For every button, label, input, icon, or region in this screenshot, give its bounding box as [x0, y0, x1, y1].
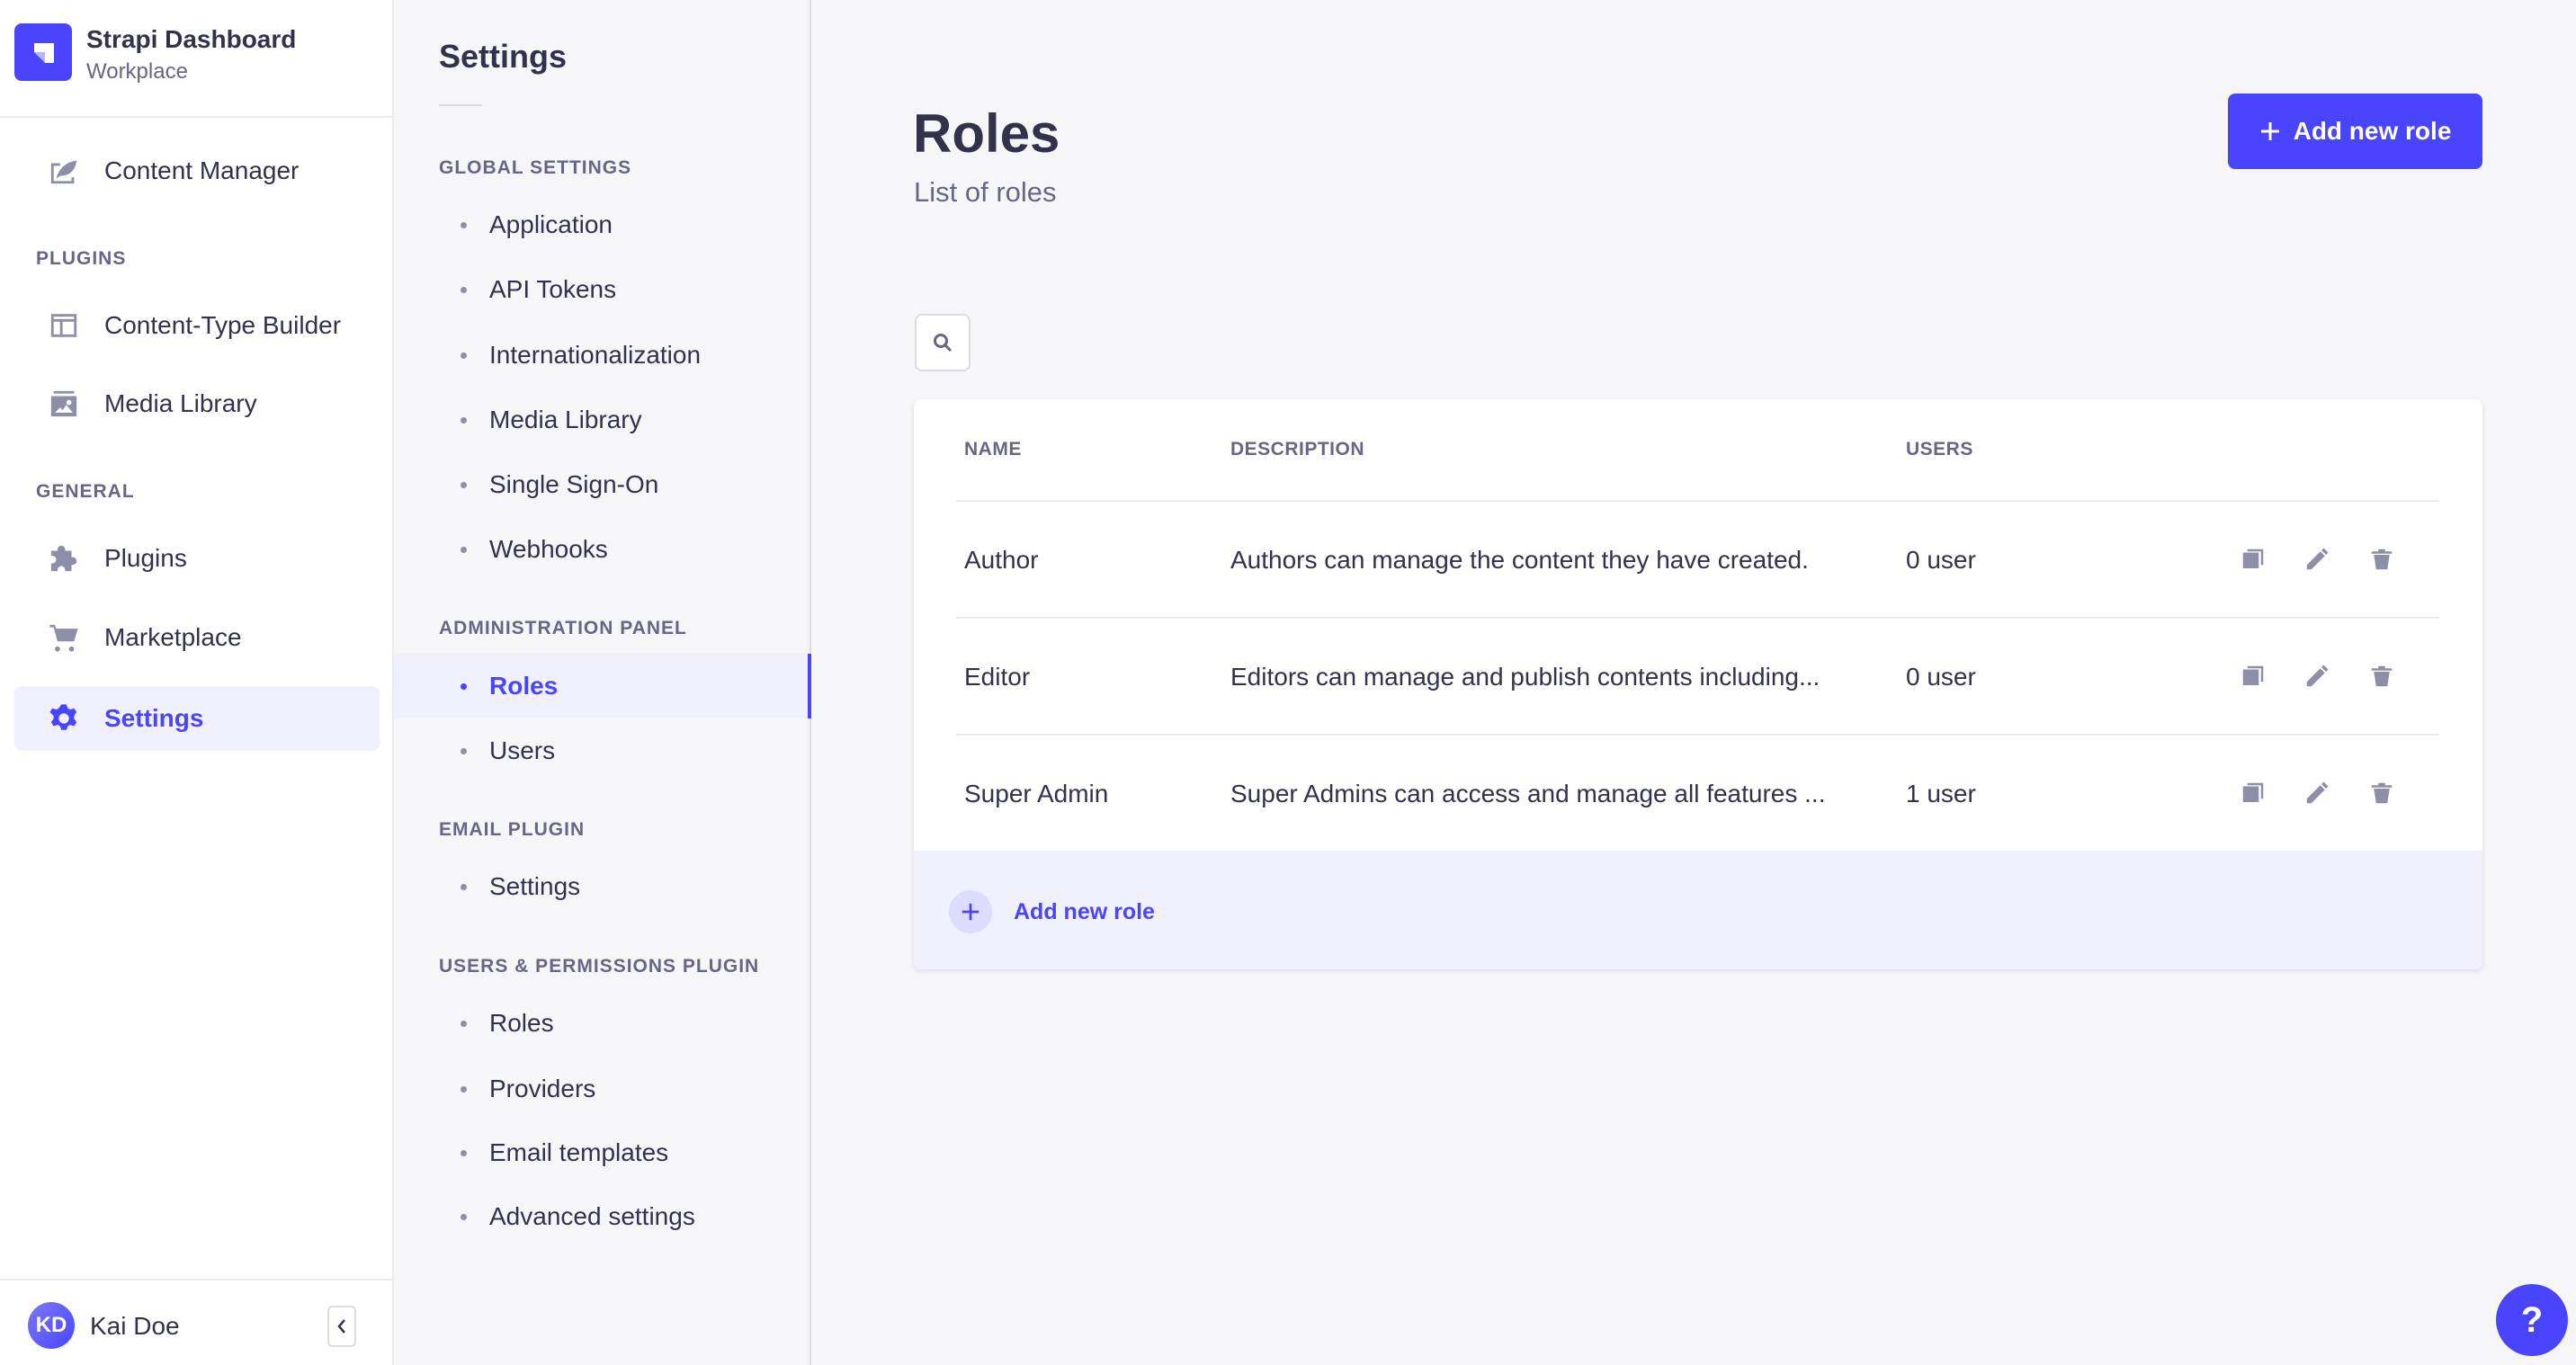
settings-item-application[interactable]: Application: [394, 192, 811, 257]
nav-marketplace[interactable]: Marketplace: [14, 605, 380, 670]
settings-sidebar: Settings GLOBAL SETTINGS Application API…: [394, 0, 811, 1365]
page-subtitle: List of roles: [914, 176, 1057, 208]
divider: [956, 617, 2439, 619]
column-header-description[interactable]: DESCRIPTION: [1230, 439, 1365, 459]
collapse-nav-button[interactable]: [327, 1306, 356, 1347]
role-name: Editor: [964, 663, 1031, 691]
plus-icon: [2260, 122, 2279, 140]
divider: [439, 104, 482, 106]
add-new-role-button[interactable]: Add new role: [2228, 94, 2482, 169]
settings-item-users[interactable]: Users: [394, 718, 811, 783]
settings-item-api-tokens[interactable]: API Tokens: [394, 257, 811, 322]
edit-icon[interactable]: [2303, 663, 2330, 690]
plus-circle-icon: [949, 890, 992, 933]
nav-plugins[interactable]: Plugins: [14, 526, 380, 591]
avatar[interactable]: KD: [28, 1302, 75, 1349]
puzzle-icon: [50, 545, 77, 572]
chevron-left-icon: [337, 1319, 345, 1334]
settings-item-email-settings[interactable]: Settings: [394, 854, 811, 919]
settings-item-webhooks[interactable]: Webhooks: [394, 517, 811, 582]
settings-item-admin-roles[interactable]: Roles: [394, 654, 811, 718]
trash-icon[interactable]: [2368, 546, 2395, 573]
nav-label: Content-Type Builder: [104, 311, 342, 339]
column-header-users[interactable]: USERS: [1906, 439, 1973, 459]
cart-icon: [49, 624, 78, 652]
button-label: Add new role: [2293, 117, 2452, 145]
nav-settings[interactable]: Settings: [14, 686, 380, 751]
layout-icon: [50, 314, 77, 337]
table-row[interactable]: Editor Editors can manage and publish co…: [914, 619, 2482, 736]
nav-label: Media Library: [104, 389, 257, 417]
settings-item-up-roles[interactable]: Roles: [394, 991, 811, 1056]
trash-icon[interactable]: [2368, 780, 2395, 807]
divider: [956, 500, 2439, 502]
role-description: Authors can manage the content they have…: [1230, 546, 1809, 574]
settings-title: Settings: [439, 38, 568, 75]
roles-table: [914, 399, 2482, 969]
table-row[interactable]: Author Authors can manage the content th…: [914, 502, 2482, 619]
role-name: Author: [964, 546, 1039, 574]
nav-label: Settings: [104, 704, 204, 732]
section-admin-panel: ADMINISTRATION PANEL: [439, 618, 687, 638]
duplicate-icon[interactable]: [2240, 780, 2267, 807]
nav-label: Plugins: [104, 544, 187, 572]
divider: [0, 116, 394, 118]
role-users: 1 user: [1906, 780, 1976, 807]
nav-label: Content Manager: [104, 156, 300, 184]
user-name[interactable]: Kai Doe: [90, 1312, 180, 1340]
table-footer: [914, 851, 2482, 969]
column-header-name[interactable]: NAME: [964, 439, 1022, 459]
settings-item-providers[interactable]: Providers: [394, 1057, 811, 1121]
footer-add-role-button[interactable]: Add new role: [949, 890, 1155, 933]
table-row[interactable]: Super Admin Super Admins can access and …: [914, 736, 2482, 852]
section-global-settings: GLOBAL SETTINGS: [439, 157, 632, 178]
settings-item-email-templates[interactable]: Email templates: [394, 1120, 811, 1185]
role-description: Super Admins can access and manage all f…: [1230, 780, 1826, 807]
search-button[interactable]: [915, 314, 970, 371]
main-nav: Strapi Dashboard Workplace Content Manag…: [0, 0, 394, 1365]
role-name: Super Admin: [964, 780, 1109, 807]
section-users-permissions: USERS & PERMISSIONS PLUGIN: [439, 956, 760, 977]
button-label: Add new role: [1014, 898, 1155, 924]
duplicate-icon[interactable]: [2240, 663, 2267, 690]
workspace-name: Workplace: [86, 59, 188, 84]
divider: [956, 734, 2439, 736]
search-icon: [934, 334, 953, 352]
section-general: GENERAL: [36, 481, 135, 502]
nav-content-manager[interactable]: Content Manager: [14, 138, 380, 203]
app-title: Strapi Dashboard: [86, 25, 297, 53]
section-plugins: PLUGINS: [36, 248, 127, 269]
nav-label: Marketplace: [104, 623, 242, 651]
settings-item-media-library[interactable]: Media Library: [394, 388, 811, 452]
settings-item-internationalization[interactable]: Internationalization: [394, 323, 811, 388]
trash-icon[interactable]: [2368, 663, 2395, 690]
page-title: Roles: [913, 103, 1060, 164]
divider: [0, 1279, 394, 1280]
strapi-logo: [14, 23, 72, 81]
image-icon: [50, 390, 77, 417]
settings-item-advanced-settings[interactable]: Advanced settings: [394, 1184, 811, 1249]
role-users: 0 user: [1906, 663, 1976, 691]
nav-media-library[interactable]: Media Library: [14, 371, 380, 436]
settings-item-sso[interactable]: Single Sign-On: [394, 452, 811, 517]
gear-icon: [49, 704, 77, 730]
edit-icon[interactable]: [2303, 546, 2330, 573]
section-email-plugin: EMAIL PLUGIN: [439, 819, 586, 840]
nav-content-type-builder[interactable]: Content-Type Builder: [14, 293, 380, 358]
feather-icon: [50, 160, 77, 184]
duplicate-icon[interactable]: [2240, 546, 2267, 573]
role-description: Editors can manage and publish contents …: [1230, 663, 1820, 691]
role-users: 0 user: [1906, 546, 1976, 574]
edit-icon[interactable]: [2303, 780, 2330, 807]
help-button[interactable]: ?: [2496, 1284, 2568, 1356]
